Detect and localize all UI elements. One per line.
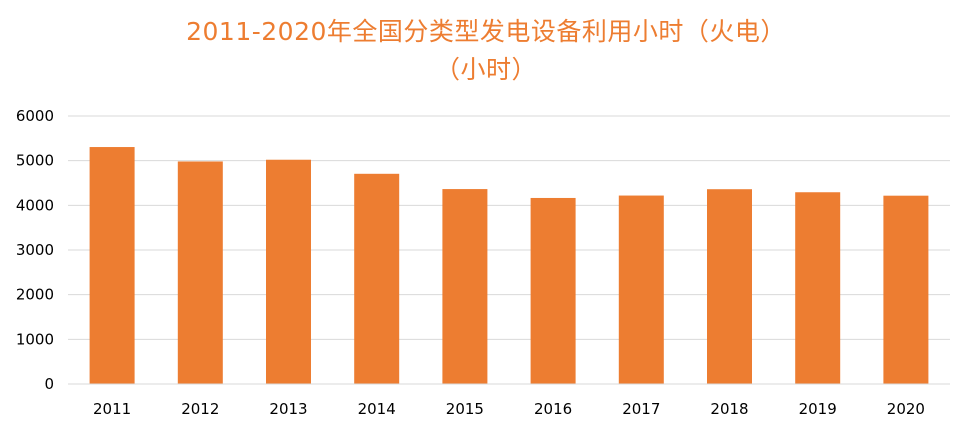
x-tick-label: 2016 — [534, 400, 572, 418]
bar-2019 — [795, 192, 841, 384]
y-tick-label: 3000 — [16, 241, 54, 259]
x-tick-label: 2020 — [887, 400, 925, 418]
bar-2015 — [442, 189, 488, 384]
bar-2014 — [354, 173, 400, 384]
x-tick-label: 2017 — [622, 400, 660, 418]
x-tick-label: 2013 — [269, 400, 307, 418]
bar-2011 — [89, 147, 135, 384]
bar-2016 — [530, 197, 576, 384]
y-tick-label: 0 — [44, 375, 54, 393]
x-tick-label: 2014 — [358, 400, 396, 418]
x-tick-label: 2019 — [799, 400, 837, 418]
y-axis-ticks: 0 1000 2000 3000 4000 5000 6000 — [16, 107, 54, 393]
bar-2012 — [177, 161, 223, 384]
chart-title: 2011-2020年全国分类型发电设备利用小时（火电） — [186, 17, 786, 46]
bar-2020 — [883, 195, 929, 384]
x-tick-label: 2018 — [710, 400, 748, 418]
bar-2017 — [618, 195, 664, 384]
x-tick-label: 2011 — [93, 400, 131, 418]
y-tick-label: 5000 — [16, 152, 54, 170]
y-tick-label: 4000 — [16, 196, 54, 214]
y-tick-label: 6000 — [16, 107, 54, 125]
x-tick-label: 2015 — [446, 400, 484, 418]
x-tick-label: 2012 — [181, 400, 219, 418]
chart-subtitle: （小时） — [434, 55, 537, 84]
bar-2013 — [266, 159, 311, 384]
bars — [89, 147, 929, 384]
x-axis-ticks: 2011 2012 2013 2014 2015 2016 2017 2018 2019 2020 — [93, 400, 925, 418]
bar-2018 — [707, 189, 752, 384]
y-tick-label: 1000 — [16, 330, 54, 348]
y-tick-label: 2000 — [16, 286, 54, 304]
